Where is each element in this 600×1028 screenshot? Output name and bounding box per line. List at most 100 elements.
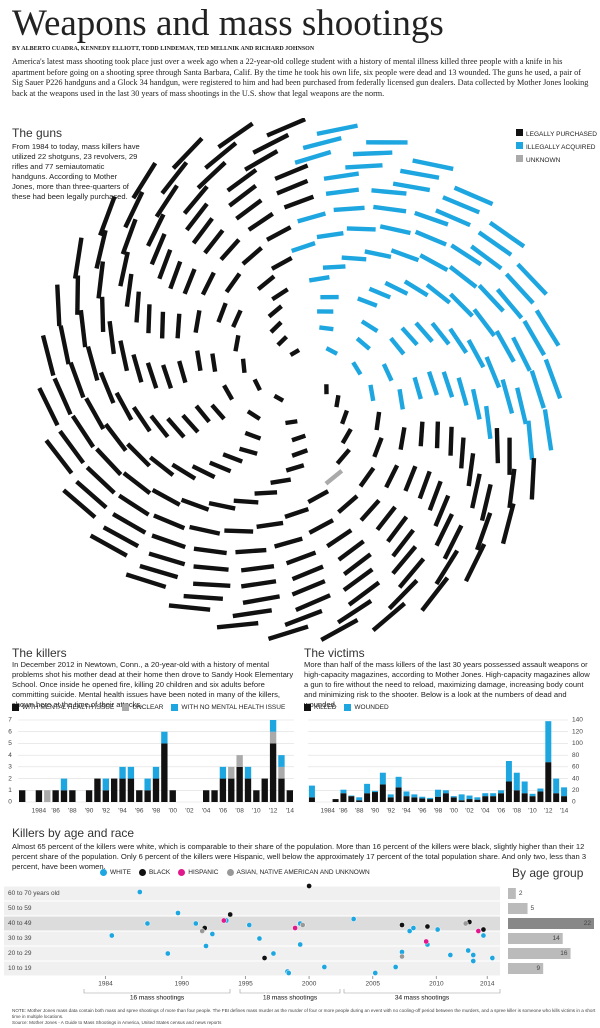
- x-tick-label: '90: [85, 808, 94, 815]
- gun-icon: [55, 284, 62, 327]
- gun-icon: [342, 552, 372, 577]
- gun-icon: [242, 594, 281, 606]
- x-tick-label: '96: [135, 808, 144, 815]
- bar-segment: [269, 731, 277, 744]
- gun-icon: [240, 358, 247, 374]
- gun-icon: [244, 430, 262, 441]
- y-tick-label: 0: [572, 799, 576, 806]
- gun-icon: [75, 275, 81, 315]
- gun-icon: [334, 394, 341, 408]
- gun-icon: [403, 279, 429, 298]
- point: [480, 926, 487, 933]
- gun-icon: [244, 149, 279, 172]
- gun-icon: [273, 536, 303, 549]
- bar-segment: [513, 772, 520, 791]
- gun-icon: [308, 275, 330, 283]
- gun-icon: [232, 608, 273, 619]
- gun-icon: [62, 488, 97, 519]
- y-tick-label: 50 to 59: [8, 905, 32, 912]
- gun-icon: [139, 563, 179, 580]
- gun-icon: [146, 304, 152, 334]
- gun-icon: [252, 132, 290, 155]
- point: [321, 964, 328, 970]
- bar-segment: [411, 794, 418, 798]
- gun-icon: [217, 121, 254, 149]
- gun-icon: [316, 123, 358, 137]
- gun-legend: LEGALLY PURCHASED ILLEGALLY ACQUIRED UNK…: [516, 128, 597, 167]
- gun-icon: [233, 334, 241, 352]
- gun-icon: [203, 228, 225, 255]
- bar-segment: [219, 778, 227, 802]
- gun-icon: [470, 388, 482, 420]
- gun-icon: [320, 294, 339, 300]
- x-tick-label: '10: [252, 808, 261, 815]
- gun-icon: [52, 377, 73, 416]
- gun-icon: [494, 428, 501, 464]
- gun-icon: [381, 363, 394, 382]
- gun-icon: [98, 371, 116, 404]
- gun-icon: [412, 158, 454, 172]
- gun-icon: [507, 468, 517, 509]
- gun-icon: [341, 255, 367, 262]
- gun-icon: [284, 608, 323, 628]
- legend-swatch: [171, 704, 179, 711]
- gun-icon: [131, 161, 158, 200]
- gun-icon: [426, 370, 439, 396]
- gun-icon: [534, 309, 561, 347]
- gun-icon: [384, 464, 400, 489]
- legend-swatch: [12, 704, 19, 711]
- gun-icon: [161, 364, 174, 390]
- legend-label: WITH MENTAL HEALTH ISSUE: [22, 704, 115, 712]
- bar-segment: [44, 790, 51, 802]
- bar-segment: [94, 778, 101, 802]
- bar-segment: [244, 778, 252, 802]
- gun-icon: [291, 433, 307, 443]
- gun-icon: [291, 579, 326, 597]
- legend-label: WITH NO MENTAL HEALTH ISSUE: [181, 704, 286, 712]
- value-label: 9: [537, 965, 541, 972]
- x-tick-label: 2014: [480, 981, 495, 988]
- gun-icon: [241, 246, 263, 266]
- point: [256, 935, 263, 942]
- gun-icon: [414, 321, 434, 343]
- gun-icon: [359, 498, 381, 522]
- gun-icon: [427, 480, 443, 512]
- x-tick-label: '88: [68, 808, 77, 815]
- bar-segment: [403, 796, 410, 802]
- gun-icon: [114, 391, 134, 422]
- section-text: Almost 65 percent of the killers were wh…: [12, 842, 587, 871]
- gun-icon: [291, 564, 324, 582]
- gun-icon: [418, 421, 425, 447]
- x-tick-label: '98: [434, 808, 443, 815]
- value-label: 16: [560, 950, 568, 957]
- gun-icon: [96, 261, 106, 299]
- bar-segment: [85, 790, 93, 802]
- x-tick-label: 2000: [302, 981, 317, 988]
- gun-icon: [149, 414, 170, 439]
- bar-segment: [228, 766, 235, 779]
- bar-segment: [561, 787, 568, 797]
- victims-chart: 0 20 40 60 80 100 120 140 1984 '86 '88 '90 '92 '94 '96…: [308, 717, 583, 815]
- gun-spiral: [37, 118, 563, 642]
- gun-icon: [270, 477, 292, 485]
- bar-segment: [427, 797, 434, 800]
- y-tick-label: 40: [572, 775, 580, 782]
- gun-icon: [181, 413, 200, 434]
- annotation: 18 mass shootings: [263, 995, 318, 1002]
- gun-icon: [456, 377, 469, 407]
- bar-segment: [348, 795, 355, 797]
- gun-icon: [120, 218, 138, 255]
- gun-icon: [145, 362, 159, 389]
- gun-icon: [193, 564, 229, 572]
- gun-icon: [151, 533, 186, 550]
- y-tick-label: 5: [8, 740, 12, 747]
- gun-icon: [392, 181, 431, 193]
- y-tick-label: 3: [8, 764, 12, 771]
- bar-segment: [340, 793, 347, 802]
- legend-label: UNCLEAR: [132, 704, 164, 712]
- point: [192, 920, 199, 927]
- bar-segment: [505, 781, 512, 802]
- x-tick-label: '02: [465, 808, 474, 815]
- legend-item: WITH MENTAL HEALTH ISSUE: [12, 704, 114, 711]
- gun-icon: [515, 387, 528, 425]
